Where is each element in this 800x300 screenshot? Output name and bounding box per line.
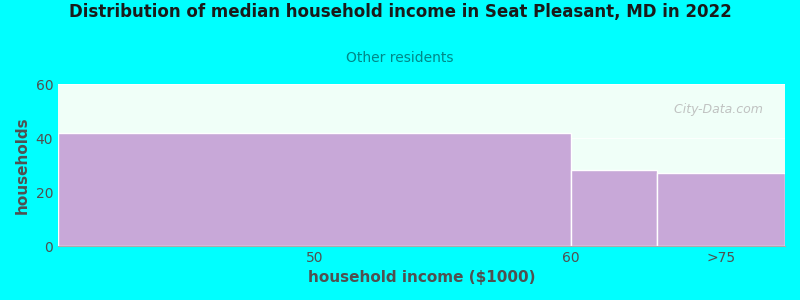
Text: City-Data.com: City-Data.com	[666, 103, 763, 116]
Y-axis label: households: households	[15, 116, 30, 214]
X-axis label: household income ($1000): household income ($1000)	[308, 270, 535, 285]
Text: Distribution of median household income in Seat Pleasant, MD in 2022: Distribution of median household income …	[69, 3, 731, 21]
Bar	[571, 170, 657, 246]
Bar	[657, 173, 785, 246]
Text: Other residents: Other residents	[346, 51, 454, 65]
Bar	[58, 133, 571, 246]
